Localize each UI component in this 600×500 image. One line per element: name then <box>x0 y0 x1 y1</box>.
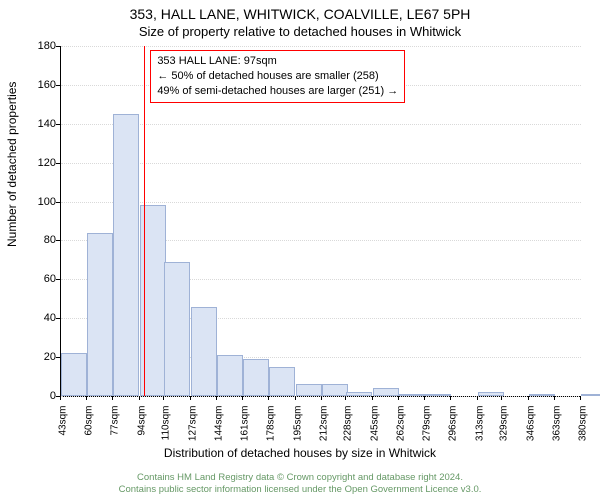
y-tick-mark <box>56 85 60 86</box>
y-tick-mark <box>56 318 60 319</box>
x-tick-mark <box>190 396 191 400</box>
annotation-line2: ← 50% of detached houses are smaller (25… <box>157 69 398 84</box>
annotation-box: 353 HALL LANE: 97sqm ← 50% of detached h… <box>150 50 405 103</box>
x-tick-mark <box>86 396 87 400</box>
x-tick-mark <box>139 396 140 400</box>
x-tick-label: 313sqm <box>474 406 485 456</box>
x-tick-label: 178sqm <box>266 406 277 456</box>
histogram-bar <box>346 392 372 396</box>
y-tick-label: 100 <box>16 196 56 208</box>
x-tick-label: 363sqm <box>551 406 562 456</box>
x-tick-mark <box>345 396 346 400</box>
x-tick-label: 77sqm <box>110 406 121 456</box>
annotation-line1: 353 HALL LANE: 97sqm <box>157 54 398 69</box>
x-tick-label: 245sqm <box>369 406 380 456</box>
histogram-bar <box>399 394 425 396</box>
histogram-bar <box>296 384 322 396</box>
annotation-line3: 49% of semi-detached houses are larger (… <box>157 84 398 99</box>
y-tick-label: 80 <box>16 234 56 246</box>
histogram-bar <box>529 394 555 396</box>
x-tick-label: 43sqm <box>58 406 69 456</box>
histogram-bar <box>217 355 243 396</box>
y-tick-label: 40 <box>16 312 56 324</box>
x-tick-label: 346sqm <box>525 406 536 456</box>
x-tick-mark <box>580 396 581 400</box>
chart-title-address: 353, HALL LANE, WHITWICK, COALVILLE, LE6… <box>0 6 600 22</box>
x-tick-label: 228sqm <box>343 406 354 456</box>
histogram-bar <box>373 388 399 396</box>
y-tick-mark <box>56 357 60 358</box>
histogram-bar <box>243 359 269 396</box>
gridline <box>61 46 581 47</box>
x-tick-label: 127sqm <box>187 406 198 456</box>
x-tick-label: 212sqm <box>318 406 329 456</box>
x-tick-mark <box>112 396 113 400</box>
y-tick-mark <box>56 46 60 47</box>
x-tick-mark <box>501 396 502 400</box>
x-tick-label: 144sqm <box>213 406 224 456</box>
chart-container: 353, HALL LANE, WHITWICK, COALVILLE, LE6… <box>0 0 600 500</box>
x-tick-mark <box>477 396 478 400</box>
histogram-bar <box>113 114 139 396</box>
histogram-bar <box>164 262 190 396</box>
histogram-bar <box>269 367 295 396</box>
x-tick-mark <box>528 396 529 400</box>
y-tick-mark <box>56 279 60 280</box>
x-tick-mark <box>398 396 399 400</box>
x-tick-mark <box>295 396 296 400</box>
histogram-bar <box>581 394 600 396</box>
histogram-bar <box>478 392 504 396</box>
histogram-bar <box>425 394 451 396</box>
y-tick-label: 20 <box>16 351 56 363</box>
y-tick-mark <box>56 240 60 241</box>
y-tick-mark <box>56 124 60 125</box>
chart-subtitle: Size of property relative to detached ho… <box>0 24 600 39</box>
plot-area: 353 HALL LANE: 97sqm ← 50% of detached h… <box>60 46 581 397</box>
histogram-bar <box>191 307 217 396</box>
x-tick-mark <box>450 396 451 400</box>
y-tick-label: 0 <box>16 390 56 402</box>
y-tick-label: 140 <box>16 118 56 130</box>
x-tick-label: 262sqm <box>395 406 406 456</box>
x-tick-label: 329sqm <box>499 406 510 456</box>
x-tick-label: 110sqm <box>161 406 172 456</box>
y-tick-label: 180 <box>16 40 56 52</box>
footer-line1: Contains HM Land Registry data © Crown c… <box>0 472 600 484</box>
y-tick-mark <box>56 163 60 164</box>
histogram-bar <box>322 384 348 396</box>
x-tick-label: 94sqm <box>136 406 147 456</box>
histogram-bar <box>87 233 113 396</box>
x-tick-mark <box>242 396 243 400</box>
x-tick-mark <box>372 396 373 400</box>
footer-line2: Contains public sector information licen… <box>0 484 600 496</box>
x-tick-label: 60sqm <box>84 406 95 456</box>
y-tick-label: 120 <box>16 157 56 169</box>
x-tick-mark <box>60 396 61 400</box>
x-tick-label: 161sqm <box>240 406 251 456</box>
histogram-bar <box>61 353 87 396</box>
y-tick-mark <box>56 202 60 203</box>
footer-attribution: Contains HM Land Registry data © Crown c… <box>0 472 600 496</box>
x-tick-mark <box>268 396 269 400</box>
x-tick-mark <box>554 396 555 400</box>
x-tick-mark <box>163 396 164 400</box>
x-tick-mark <box>321 396 322 400</box>
x-tick-label: 195sqm <box>292 406 303 456</box>
x-tick-mark <box>216 396 217 400</box>
property-marker-line <box>144 46 145 396</box>
y-tick-label: 160 <box>16 79 56 91</box>
x-tick-label: 296sqm <box>448 406 459 456</box>
x-tick-label: 380sqm <box>578 406 589 456</box>
x-tick-mark <box>424 396 425 400</box>
x-tick-label: 279sqm <box>422 406 433 456</box>
y-tick-label: 60 <box>16 273 56 285</box>
